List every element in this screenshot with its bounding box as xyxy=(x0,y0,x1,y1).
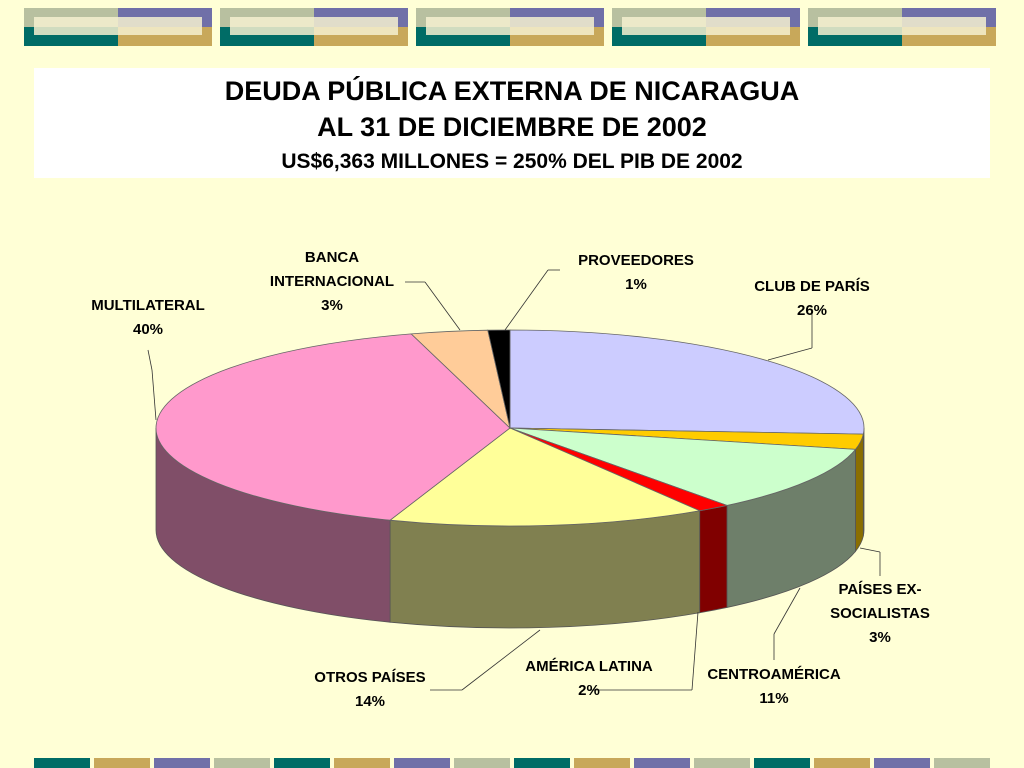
top-decorative-band xyxy=(24,8,996,46)
bottom-band-tile xyxy=(274,758,330,768)
bottom-band-tile xyxy=(154,758,210,768)
slice-percent: 40% xyxy=(133,321,163,338)
slice-label: PROVEEDORES 1% xyxy=(578,252,694,293)
slice-percent: 26% xyxy=(797,302,827,319)
pie-slice-side xyxy=(855,434,864,553)
slice-percent: 14% xyxy=(355,693,385,710)
slice-label: AMÉRICA LATINA 2% xyxy=(525,658,653,699)
pie-slice xyxy=(155,333,511,521)
bottom-band-tile xyxy=(574,758,630,768)
bottom-band-tile xyxy=(454,758,510,768)
leader-line xyxy=(767,347,813,361)
chart-title-line2: AL 31 DE DICIEMBRE DE 2002 xyxy=(317,112,707,142)
top-band-tile xyxy=(808,8,996,46)
leader-line xyxy=(151,369,157,421)
bottom-band-tile xyxy=(94,758,150,768)
slice-percent: 3% xyxy=(869,629,891,646)
bottom-band-tile xyxy=(694,758,750,768)
pie-slice xyxy=(509,329,865,435)
slice-name: PROVEEDORES xyxy=(578,252,694,269)
slice-name: AMÉRICA LATINA xyxy=(525,658,653,675)
bottom-band-tile xyxy=(514,758,570,768)
top-band-tile xyxy=(416,8,604,46)
slice-label: BANCA INTERNACIONAL 3% xyxy=(270,249,394,314)
chart-subtitle: US$6,363 MILLONES = 250% DEL PIB DE 2002 xyxy=(281,150,743,173)
pie-slice xyxy=(487,329,511,429)
slice-label: OTROS PAÍSES 14% xyxy=(314,669,425,710)
slice-label: PAÍSES EX- SOCIALISTAS 3% xyxy=(830,581,930,646)
slice-percent: 11% xyxy=(759,690,788,707)
slice-name: OTROS PAÍSES xyxy=(314,669,425,686)
slice-percent: 3% xyxy=(321,297,343,314)
slice-label: CLUB DE PARÍS 26% xyxy=(754,278,870,319)
leader-line xyxy=(691,611,699,691)
bottom-band-tile xyxy=(34,758,90,768)
top-band-tile xyxy=(612,8,800,46)
leader-line xyxy=(773,587,801,635)
bottom-band-tile xyxy=(814,758,870,768)
bottom-decorative-band xyxy=(34,758,990,768)
leader-line xyxy=(859,547,881,553)
top-band-tile xyxy=(220,8,408,46)
bottom-band-tile xyxy=(214,758,270,768)
top-band-tile xyxy=(24,8,212,46)
leader-line xyxy=(504,269,549,331)
slice-percent: 2% xyxy=(578,682,600,699)
bottom-band-tile xyxy=(934,758,990,768)
chart-title-line1: DEUDA PÚBLICA EXTERNA DE NICARAGUA xyxy=(224,76,800,106)
bottom-band-tile xyxy=(634,758,690,768)
pie-slice-side xyxy=(699,504,728,614)
slice-label: CENTROAMÉRICA 11% xyxy=(707,666,840,707)
leader-line xyxy=(147,349,153,371)
bottom-band-tile xyxy=(334,758,390,768)
pie-slice-side xyxy=(389,510,701,629)
bottom-band-tile xyxy=(754,758,810,768)
slice-name: BANCA xyxy=(305,249,359,266)
slice-name: CLUB DE PARÍS xyxy=(754,278,870,295)
slice-name: SOCIALISTAS xyxy=(830,605,930,622)
pie-slice xyxy=(509,427,857,506)
pie-slice xyxy=(389,427,702,527)
slice-percent: 1% xyxy=(625,276,647,293)
slice-label: MULTILATERAL 40% xyxy=(91,297,205,338)
slice-name: PAÍSES EX- xyxy=(838,581,921,598)
bottom-band-tile xyxy=(394,758,450,768)
leader-line xyxy=(424,281,461,331)
slice-name: CENTROAMÉRICA xyxy=(707,666,840,683)
bottom-band-tile xyxy=(874,758,930,768)
slice-name: MULTILATERAL xyxy=(91,297,205,314)
leader-line xyxy=(461,629,541,691)
title-box: DEUDA PÚBLICA EXTERNA DE NICARAGUA AL 31… xyxy=(34,68,990,178)
slice-name: INTERNACIONAL xyxy=(270,273,394,290)
